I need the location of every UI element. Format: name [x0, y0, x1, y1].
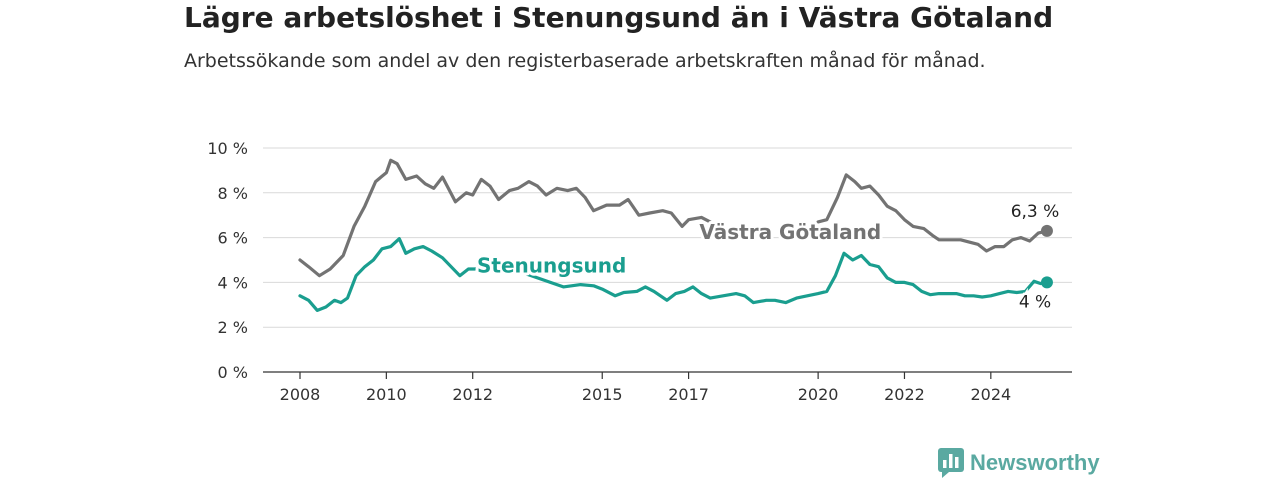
- end-point-v-stra-g-taland: [1040, 224, 1053, 237]
- series-line-stenungsund: [298, 237, 1049, 312]
- end-point-stenungsund: [1040, 276, 1053, 289]
- x-tick-label: 2022: [884, 385, 925, 404]
- x-tick-label: 2024: [970, 385, 1011, 404]
- y-tick-label: 2 %: [218, 318, 248, 337]
- y-tick-label: 4 %: [218, 273, 248, 292]
- x-tick-label: 2008: [280, 385, 321, 404]
- newsworthy-logo: Newsworthy: [938, 448, 1100, 478]
- x-tick-label: 2012: [452, 385, 493, 404]
- chart-title: Lägre arbetslöshet i Stenungsund än i Vä…: [184, 1, 1054, 34]
- y-tick-label: 6 %: [218, 229, 248, 248]
- newsworthy-logo-icon: [938, 448, 964, 478]
- y-tick-label: 0 %: [218, 363, 248, 382]
- x-tick-label: 2020: [798, 385, 839, 404]
- series-label-stenungsund: Stenungsund: [477, 254, 626, 278]
- x-tick-label: 2017: [668, 385, 709, 404]
- end-value-label-v-stra-g-taland: 6,3 %: [1011, 202, 1060, 222]
- x-tick-label: 2010: [366, 385, 407, 404]
- newsworthy-logo-text: Newsworthy: [970, 450, 1100, 475]
- y-tick-label: 8 %: [218, 184, 248, 203]
- end-value-label-stenungsund: 4 %: [1019, 292, 1051, 312]
- chart-subtitle: Arbetssökande som andel av den registerb…: [184, 50, 986, 72]
- series-label-v-stra-g-taland: Västra Götaland: [699, 220, 881, 244]
- y-tick-label: 10 %: [207, 139, 248, 158]
- x-tick-label: 2015: [582, 385, 623, 404]
- series-line-v-stra-g-taland: [298, 158, 1049, 278]
- line-chart: 0 % 2 % 4 % 6 % 8 % 10 % 2008 2010 2012 2015 2017 2…: [207, 139, 1072, 404]
